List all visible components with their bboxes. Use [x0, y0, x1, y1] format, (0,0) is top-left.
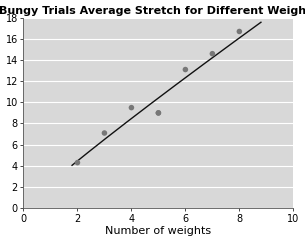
Point [183, 68, 188, 71]
Point [210, 52, 215, 56]
Point [237, 30, 242, 33]
Title: Bungy Trials Average Stretch for Different Weights: Bungy Trials Average Stretch for Differe… [0, 6, 305, 15]
X-axis label: Number of weights: Number of weights [105, 227, 211, 236]
Point [75, 161, 80, 165]
Point [129, 106, 134, 110]
Point [102, 131, 107, 135]
Point [156, 111, 161, 115]
Point [156, 111, 161, 115]
